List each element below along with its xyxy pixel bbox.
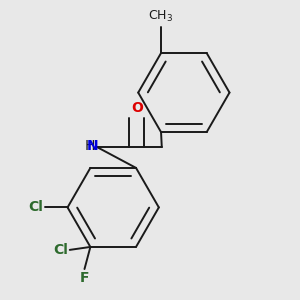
Text: O: O — [132, 101, 144, 115]
Text: N: N — [87, 139, 98, 153]
Text: F: F — [80, 271, 89, 285]
Text: H: H — [84, 139, 94, 153]
Text: CH$_3$: CH$_3$ — [148, 9, 174, 24]
Text: Cl: Cl — [28, 200, 44, 214]
Text: Cl: Cl — [53, 243, 68, 257]
